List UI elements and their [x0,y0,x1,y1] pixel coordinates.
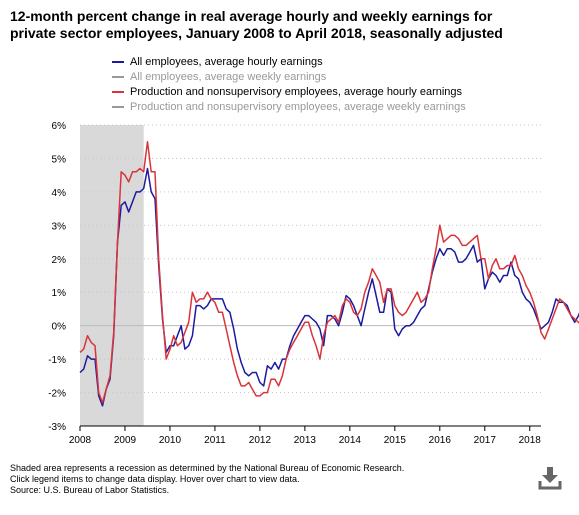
legend-item-production-weekly[interactable]: Production and nonsupervisory employees,… [112,99,466,114]
legend: All employees, average hourly earnings A… [112,54,466,114]
chart-title: 12-month percent change in real average … [10,8,570,42]
note-instructions: Click legend items to change data displa… [10,474,300,484]
legend-swatch-production-hourly [112,90,124,93]
x-tick-label: 2018 [519,435,542,446]
y-tick-label: 3% [52,221,67,232]
legend-swatch-production-weekly [112,105,124,108]
chart-title-line-1: 12-month percent change in real average … [10,8,493,24]
legend-item-all-weekly[interactable]: All employees, average weekly earnings [112,69,466,84]
chart-notes: Shaded area represents a recession as de… [10,463,404,496]
recession-shading [80,125,144,426]
x-tick-label: 2008 [69,435,92,446]
y-tick-label: -3% [48,422,66,433]
download-button[interactable] [538,465,562,491]
download-icon [538,467,562,490]
series-line-production-hourly [79,140,579,404]
chart-title-line-2: private sector employees, January 2008 t… [10,25,503,41]
x-tick-label: 2009 [114,435,137,446]
y-tick-label: 2% [52,255,67,266]
legend-label-production-weekly: Production and nonsupervisory employees,… [130,100,466,113]
note-recession: Shaded area represents a recession as de… [10,463,405,473]
x-tick-label: 2016 [429,435,452,446]
x-tick-label: 2017 [474,435,497,446]
legend-swatch-all-weekly [112,75,124,78]
x-tick-label: 2015 [384,435,407,446]
y-tick-label: 5% [52,154,67,165]
y-tick-label: 1% [52,288,67,299]
legend-item-production-hourly[interactable]: Production and nonsupervisory employees,… [112,84,466,99]
x-tick-label: 2011 [204,435,226,446]
legend-swatch-all-hourly [112,60,124,63]
y-tick-label: -2% [48,389,66,400]
y-tick-label: 6% [52,121,67,132]
chart-plot[interactable]: 6% 5% 4% 3% 2% 1% 0% -1% -2% -3%2008 2009 2010 2011 2… [0,115,579,455]
y-tick-label: -1% [48,355,66,366]
legend-label-all-weekly: All employees, average weekly earnings [130,70,327,83]
x-tick-label: 2013 [294,435,317,446]
x-tick-label: 2012 [249,435,272,446]
y-tick-label: 4% [52,188,67,199]
x-tick-label: 2010 [159,435,182,446]
y-tick-label: 0% [52,322,67,333]
legend-label-production-hourly: Production and nonsupervisory employees,… [130,85,463,98]
x-tick-label: 2014 [339,435,362,446]
legend-item-all-hourly[interactable]: All employees, average hourly earnings [112,54,466,69]
legend-label-all-hourly: All employees, average hourly earnings [130,55,323,68]
series-line-all-hourly [79,167,579,407]
note-source: Source: U.S. Bureau of Labor Statistics. [10,485,170,495]
